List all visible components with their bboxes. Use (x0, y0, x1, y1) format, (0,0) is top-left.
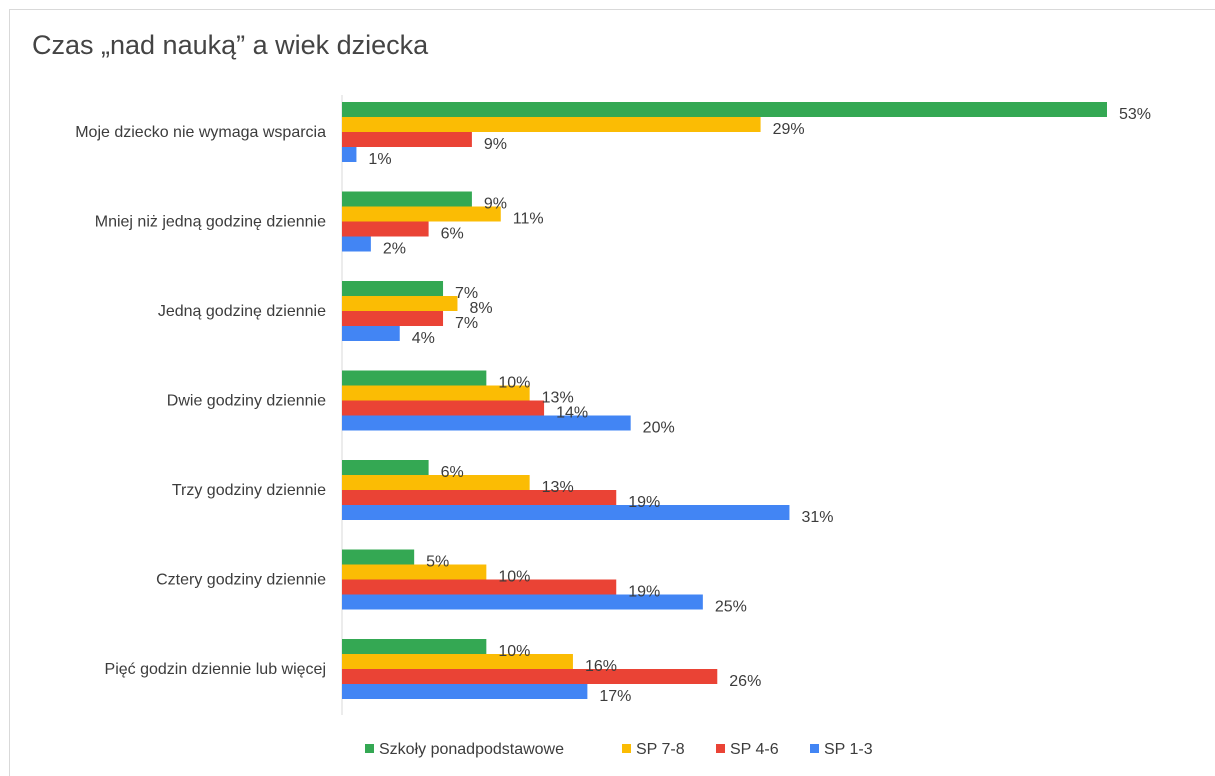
data-label: 11% (513, 211, 544, 228)
labels-group: Moje dziecko nie wymaga wsparcia 53% 29% 9%… (75, 106, 1151, 705)
bar (342, 490, 617, 505)
data-label: 13% (542, 390, 574, 407)
bar (342, 460, 429, 475)
bar (342, 669, 718, 684)
data-label: 53% (1119, 106, 1151, 123)
category-label: Jedną godzinę dziennie (158, 303, 326, 320)
data-label: 9% (484, 136, 507, 153)
data-label: 4% (412, 330, 435, 347)
bar (342, 311, 444, 326)
data-label: 7% (455, 285, 478, 302)
data-label: 26% (729, 673, 761, 690)
bar (342, 296, 458, 311)
bar (342, 147, 357, 162)
category-label: Moje dziecko nie wymaga wsparcia (75, 124, 326, 141)
data-label: 13% (542, 479, 574, 496)
bar (342, 564, 487, 580)
data-label: 31% (801, 509, 833, 526)
bar (342, 549, 415, 565)
category-label: Pięć godzin dziennie lub więcej (105, 661, 326, 678)
bar (342, 281, 444, 296)
bar (342, 221, 429, 237)
bar (342, 415, 631, 431)
legend-swatch (622, 744, 631, 753)
data-label: 10% (498, 569, 530, 586)
legend-label: SP 4-6 (730, 741, 779, 758)
bar (342, 191, 472, 207)
data-label: 1% (368, 151, 391, 168)
bar (342, 654, 573, 669)
bar (342, 117, 761, 132)
bar (342, 385, 530, 401)
data-label: 6% (441, 226, 464, 243)
chart-title: Czas „nad nauką” a wiek dziecka (32, 30, 429, 60)
bar (342, 400, 545, 416)
data-label: 10% (498, 375, 530, 392)
data-label: 25% (715, 599, 747, 616)
chart-frame (9, 9, 1215, 776)
data-label: 2% (383, 241, 406, 258)
category-label: Cztery godziny dziennie (156, 572, 326, 589)
data-label: 7% (455, 315, 478, 332)
category-label: Mniej niż jedną godzinę dziennie (95, 214, 326, 231)
data-label: 14% (556, 405, 588, 422)
legend-swatch (716, 744, 725, 753)
bars-group (342, 102, 1107, 699)
bar (342, 505, 790, 520)
legend-label: Szkoły ponadpodstawowe (379, 741, 564, 758)
bar (342, 102, 1107, 117)
data-label: 17% (599, 688, 631, 705)
bar (342, 236, 371, 252)
data-label: 6% (441, 464, 464, 481)
legend-swatch (365, 744, 374, 753)
bar (342, 684, 588, 699)
data-label: 29% (773, 121, 805, 138)
bar (342, 579, 617, 595)
data-label: 9% (484, 196, 507, 213)
data-label: 19% (628, 584, 660, 601)
bar (342, 639, 487, 654)
bar (342, 594, 703, 610)
legend-swatch (810, 744, 819, 753)
legend: Szkoły ponadpodstawowe SP 7-8 SP 4-6 SP 1-3 (365, 741, 873, 758)
bar (342, 475, 530, 490)
category-label: Trzy godziny dziennie (172, 482, 326, 499)
bar (342, 326, 400, 341)
category-label: Dwie godziny dziennie (167, 393, 326, 410)
data-label: 16% (585, 658, 617, 675)
data-label: 5% (426, 554, 449, 571)
bar (342, 370, 487, 386)
data-label: 19% (628, 494, 660, 511)
legend-label: SP 7-8 (636, 741, 685, 758)
data-label: 20% (643, 420, 675, 437)
bar (342, 132, 472, 147)
bar (342, 206, 501, 222)
legend-label: SP 1-3 (824, 741, 873, 758)
data-label: 8% (469, 300, 492, 317)
data-label: 10% (498, 643, 530, 660)
